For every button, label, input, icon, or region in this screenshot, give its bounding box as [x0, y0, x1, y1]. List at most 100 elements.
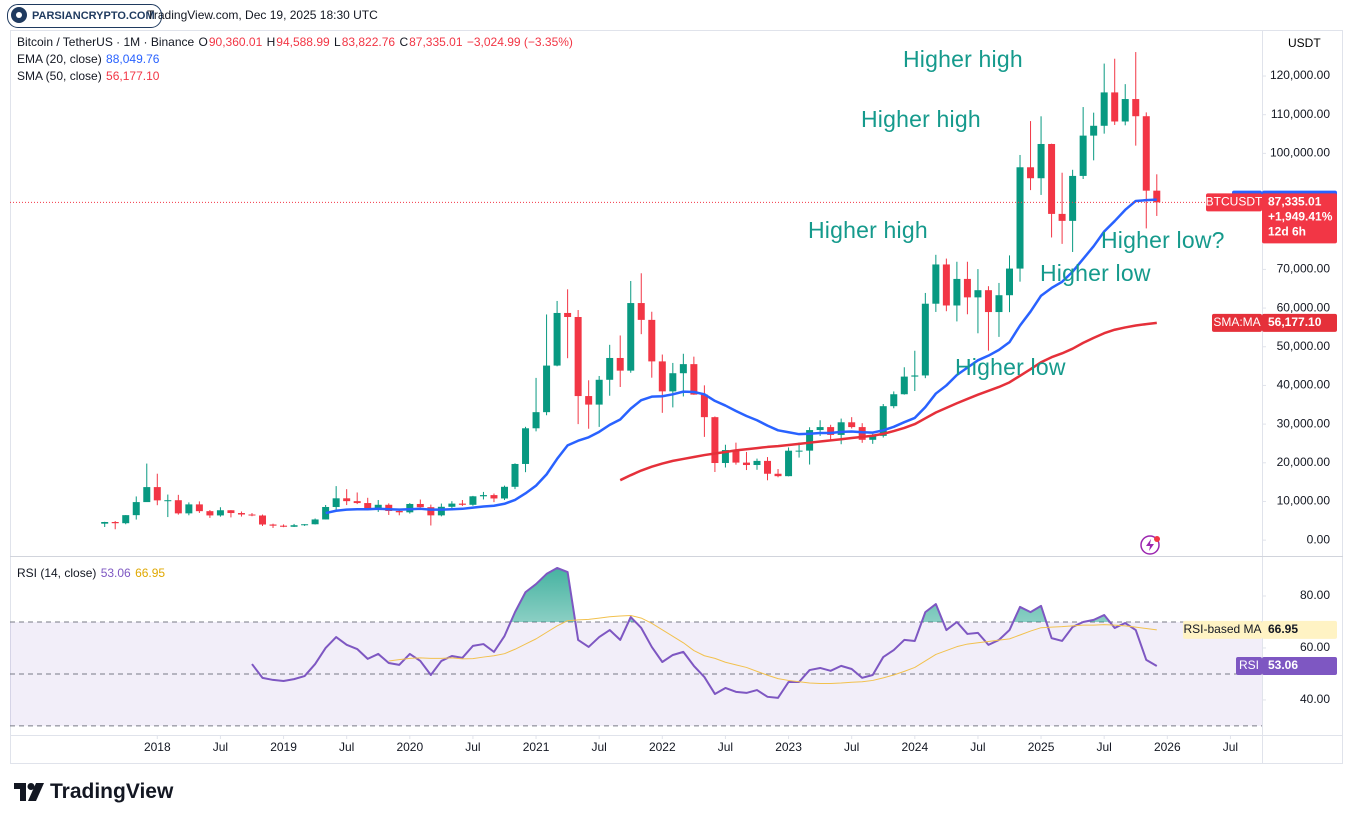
- axis-tag-value: +1,949.41%: [1268, 210, 1333, 224]
- close-value: 87,335.01: [409, 35, 463, 49]
- candle-body: [1090, 125, 1098, 136]
- watermark-badge: PARSIANCRYPTO.COM: [7, 4, 162, 28]
- high-key: H: [266, 35, 276, 49]
- candle-body: [616, 357, 624, 371]
- x-tick-label: Jul: [213, 740, 228, 754]
- annotation: Higher high: [903, 46, 1023, 72]
- currency-label: USDT: [1288, 36, 1321, 50]
- low-key: L: [334, 35, 341, 49]
- x-tick-label: 2018: [144, 740, 171, 754]
- x-tick-label: Jul: [1223, 740, 1238, 754]
- candle-body: [1079, 135, 1087, 176]
- candle-body: [1153, 190, 1161, 203]
- candle-body: [248, 514, 256, 516]
- candle-body: [1132, 99, 1140, 117]
- event-icon[interactable]: [1140, 535, 1160, 555]
- x-tick-label: 2024: [901, 740, 928, 754]
- candle-body: [679, 364, 687, 374]
- candle-body: [543, 365, 551, 413]
- candle-body: [185, 504, 193, 514]
- logo-text: TradingView: [50, 780, 174, 803]
- candle-body: [764, 460, 772, 474]
- candle-body: [311, 519, 319, 525]
- candle-body: [1069, 175, 1077, 221]
- candle-body: [143, 487, 151, 503]
- candle-body: [322, 506, 330, 520]
- candle-body: [774, 473, 782, 477]
- annotation: Higher low: [1040, 260, 1151, 286]
- close-key: C: [399, 35, 409, 49]
- sma-legend[interactable]: SMA (50, close) 56,177.10: [17, 68, 574, 85]
- candle-body: [532, 412, 540, 429]
- sma-value: 56,177.10: [106, 69, 160, 83]
- rsi-ma-value: 66.95: [135, 566, 166, 580]
- candle-body: [627, 303, 635, 371]
- x-tick-label: 2022: [649, 740, 676, 754]
- candle-body: [174, 500, 182, 514]
- candle-body: [437, 506, 445, 516]
- candle-body: [259, 515, 267, 525]
- candle-body: [742, 462, 750, 466]
- candle-body: [195, 504, 203, 512]
- candle-body: [1037, 143, 1045, 179]
- candle-body: [816, 427, 824, 431]
- candle-body: [269, 524, 277, 526]
- candle-body: [700, 394, 708, 418]
- ema-value: 88,049.76: [106, 52, 160, 66]
- open-key: O: [198, 35, 208, 49]
- ema-legend[interactable]: EMA (20, close) 88,049.76: [17, 51, 574, 68]
- candle-body: [827, 427, 835, 435]
- y-tick-label: 70,000.00: [1277, 262, 1331, 276]
- footer-logo: TradingView: [14, 780, 173, 804]
- candle-body: [1121, 99, 1129, 122]
- y-tick-label: 20,000.00: [1277, 455, 1331, 469]
- indicator-line: [619, 321, 1157, 482]
- candle-body: [385, 504, 393, 511]
- candle-body: [974, 290, 982, 298]
- x-tick-label: 2021: [523, 740, 550, 754]
- rsi-legend[interactable]: RSI (14, close) 53.06 66.95: [17, 565, 166, 582]
- candle-body: [984, 290, 992, 313]
- candle-body: [111, 522, 119, 524]
- candle-body: [869, 435, 877, 440]
- candle-body: [237, 513, 245, 515]
- high-value: 94,588.99: [276, 35, 330, 49]
- candle-body: [500, 486, 508, 499]
- candle-body: [911, 375, 919, 377]
- candle-body: [364, 503, 372, 509]
- candle-body: [427, 507, 435, 516]
- candle-body: [721, 450, 729, 464]
- candle-body: [1027, 167, 1035, 179]
- candle-body: [332, 498, 340, 507]
- axis-tag-value: 66.95: [1268, 622, 1298, 636]
- annotation: Higher low: [955, 354, 1066, 380]
- axis-tag-label: RSI: [1239, 658, 1259, 672]
- x-tick-label: Jul: [970, 740, 985, 754]
- indicator-line: [388, 614, 1157, 685]
- x-tick-label: Jul: [592, 740, 607, 754]
- candle-body: [1058, 213, 1066, 221]
- candle-body: [753, 460, 761, 466]
- candle-body: [343, 498, 351, 502]
- y-tick-label: 110,000.00: [1271, 107, 1330, 121]
- axis-tag-box: [1262, 656, 1337, 675]
- candle-body: [522, 428, 530, 464]
- candle-body: [122, 515, 130, 524]
- candle-body: [921, 303, 929, 376]
- axis-tag-label: BTCUSDT: [1206, 195, 1263, 209]
- candle-body: [890, 394, 898, 407]
- axis-tag-label-box: [1183, 620, 1262, 639]
- candle-body: [479, 495, 487, 497]
- y-tick-label: 100,000.00: [1270, 146, 1330, 160]
- candle-body: [216, 510, 224, 516]
- indicator-line: [325, 198, 1157, 515]
- candle-body: [374, 504, 382, 509]
- candle-body: [395, 510, 403, 513]
- axis-tag-value: 53.06: [1268, 658, 1298, 672]
- axis-tag-label: RSI-based MA: [1183, 622, 1261, 636]
- y-tick-label: 40.00: [1300, 692, 1330, 706]
- y-tick-label: 10,000.00: [1277, 494, 1331, 508]
- x-tick-label: Jul: [1097, 740, 1112, 754]
- rsi-value: 53.06: [100, 566, 131, 580]
- open-value: 90,360.01: [208, 35, 263, 49]
